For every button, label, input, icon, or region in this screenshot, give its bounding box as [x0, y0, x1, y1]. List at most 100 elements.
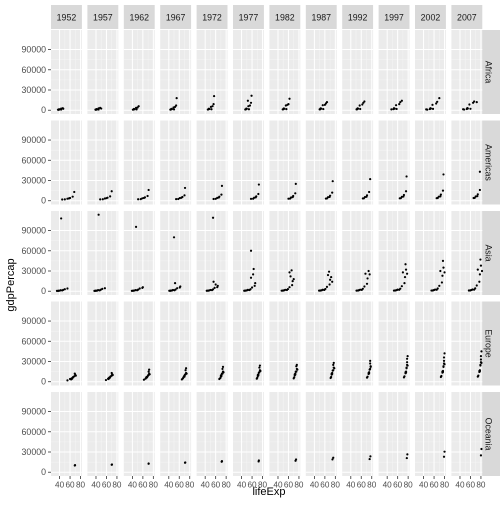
facet-panel: [196, 30, 228, 114]
data-point: [393, 289, 397, 292]
data-point: [463, 108, 466, 111]
x-tick-label: 40: [383, 481, 393, 490]
data-point: [142, 196, 146, 200]
data-point: [404, 263, 407, 266]
data-point: [257, 371, 260, 374]
data-point: [398, 103, 401, 106]
facet-panel: [378, 30, 410, 114]
data-point: [476, 193, 479, 196]
data-point: [368, 372, 371, 375]
data-point: [287, 197, 290, 200]
x-tick-label: 40: [55, 481, 65, 490]
data-point: [66, 379, 69, 382]
y-tick-label: 30000: [22, 447, 47, 457]
data-point: [248, 104, 252, 107]
data-point: [148, 373, 151, 376]
data-point: [356, 107, 359, 110]
data-point: [220, 372, 224, 375]
data-point: [294, 458, 298, 461]
data-point: [475, 101, 478, 104]
facet-panel: [415, 120, 446, 205]
data-point: [294, 373, 297, 376]
data-point: [72, 375, 75, 379]
data-point: [173, 282, 177, 285]
data-point: [480, 269, 484, 273]
data-point: [359, 288, 362, 291]
data-point: [468, 103, 471, 106]
x-tick-label: 80: [440, 481, 450, 490]
data-point: [331, 458, 334, 461]
facet-row-strip-asia: [477, 211, 500, 295]
data-point: [249, 101, 253, 104]
data-point: [288, 197, 292, 200]
x-tick-label: 60: [466, 481, 476, 490]
data-point: [71, 195, 74, 198]
y-tick-label: 30000: [22, 357, 47, 367]
data-point: [473, 100, 476, 103]
data-point: [331, 369, 334, 372]
data-point: [244, 289, 247, 292]
data-point: [222, 371, 225, 374]
x-tick-label: 60: [284, 481, 294, 490]
data-point: [250, 286, 254, 289]
x-tick-label: 40: [237, 481, 247, 490]
x-tick-label: 40: [346, 481, 356, 490]
facet-strip-label: 1972: [202, 13, 222, 23]
facet-strip-1957: [87, 5, 119, 29]
x-tick-label: 80: [476, 481, 486, 490]
facet-panel: [123, 301, 155, 386]
data-point: [174, 288, 177, 291]
x-tick-label: 60: [66, 481, 76, 490]
data-point: [73, 372, 76, 375]
x-tick-label: 40: [273, 481, 283, 490]
facet-strip-1987: [305, 5, 337, 29]
data-point: [399, 287, 402, 290]
facet-row-label: Africa: [484, 61, 494, 84]
data-point: [212, 280, 215, 283]
data-point: [172, 236, 176, 239]
data-point: [401, 271, 405, 274]
data-point: [175, 96, 178, 100]
x-tick-label: 40: [419, 481, 429, 490]
facet-strip-label: 2002: [421, 13, 441, 23]
data-point: [56, 289, 60, 292]
facet-panel: [269, 120, 301, 205]
facet-strip-label: 1987: [311, 13, 331, 23]
data-point: [292, 277, 295, 281]
facet-strip-label: 1992: [348, 13, 368, 23]
data-point: [175, 104, 178, 107]
data-point: [327, 270, 331, 273]
data-point: [364, 272, 367, 275]
data-point: [402, 195, 405, 198]
data-point: [288, 286, 291, 289]
data-point: [172, 108, 176, 111]
data-point: [396, 288, 399, 291]
facet-strip-label: 2007: [457, 13, 477, 23]
data-point: [331, 180, 334, 183]
x-tick-label: 80: [404, 481, 414, 490]
data-point: [475, 284, 478, 287]
data-point: [405, 367, 408, 370]
data-point: [249, 197, 253, 200]
data-point: [135, 108, 138, 111]
data-point: [480, 350, 483, 353]
data-point: [406, 355, 409, 358]
data-point: [213, 286, 216, 289]
data-point: [363, 285, 366, 288]
data-point: [294, 192, 297, 195]
facet-panel: [233, 392, 264, 476]
data-point: [332, 363, 335, 366]
data-point: [441, 370, 445, 374]
x-tick-label: 80: [185, 481, 195, 490]
data-point: [221, 367, 224, 371]
facet-row-label: Americas: [484, 144, 494, 181]
data-point: [252, 267, 255, 271]
data-point: [405, 361, 409, 364]
data-point: [400, 285, 403, 288]
data-point: [331, 280, 334, 283]
data-point: [468, 289, 472, 292]
data-point: [137, 198, 140, 201]
facet-strip-label: 1977: [239, 13, 259, 23]
data-point: [325, 101, 329, 104]
